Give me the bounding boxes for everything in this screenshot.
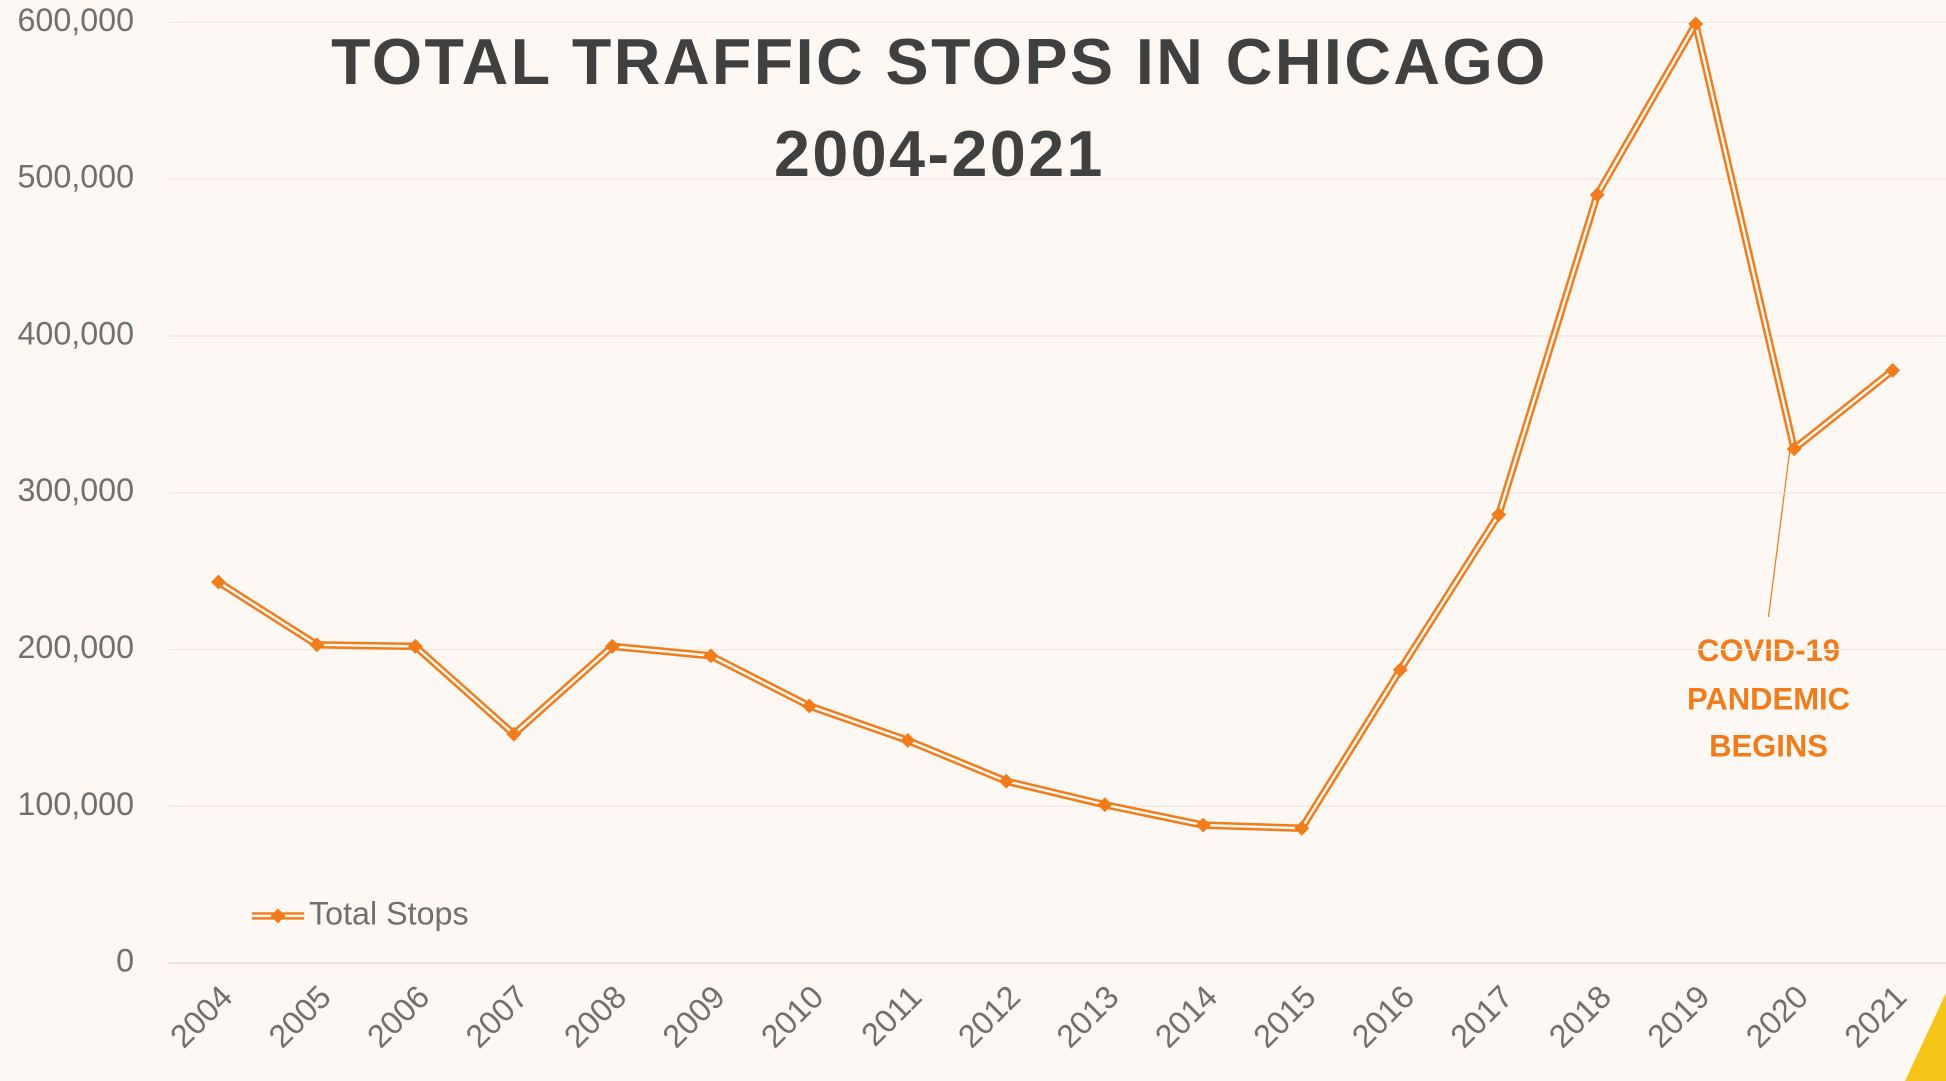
- chart-title: 2004-2021: [774, 118, 1105, 190]
- series-line-inner: [217, 22, 1894, 830]
- marker: [1392, 662, 1408, 678]
- legend-marker: [270, 908, 286, 924]
- marker: [1589, 187, 1605, 203]
- y-tick-label: 400,000: [17, 315, 134, 351]
- y-tick-label: 600,000: [17, 2, 134, 38]
- y-tick-label: 300,000: [17, 472, 134, 508]
- annotation: BEGINS: [1709, 729, 1828, 764]
- marker: [900, 732, 916, 748]
- annotation-leader: [1767, 451, 1791, 617]
- y-tick-label: 200,000: [17, 629, 134, 665]
- marker: [210, 574, 226, 590]
- y-tick-label: 100,000: [17, 786, 134, 822]
- marker: [604, 638, 620, 654]
- legend-label: Total Stops: [309, 895, 469, 931]
- marker: [407, 638, 423, 654]
- marker: [506, 726, 522, 742]
- chart-title: TOTAL TRAFFIC STOPS IN CHICAGO: [331, 26, 1548, 98]
- marker: [309, 637, 325, 653]
- marker: [703, 648, 719, 664]
- marker: [1885, 362, 1901, 378]
- marker: [1786, 441, 1802, 457]
- annotation: PANDEMIC: [1687, 681, 1850, 716]
- y-tick-label: 500,000: [17, 159, 134, 195]
- marker: [998, 773, 1014, 789]
- y-tick-label: 0: [116, 943, 134, 979]
- marker: [801, 698, 817, 714]
- annotation: COVID-19: [1697, 633, 1840, 668]
